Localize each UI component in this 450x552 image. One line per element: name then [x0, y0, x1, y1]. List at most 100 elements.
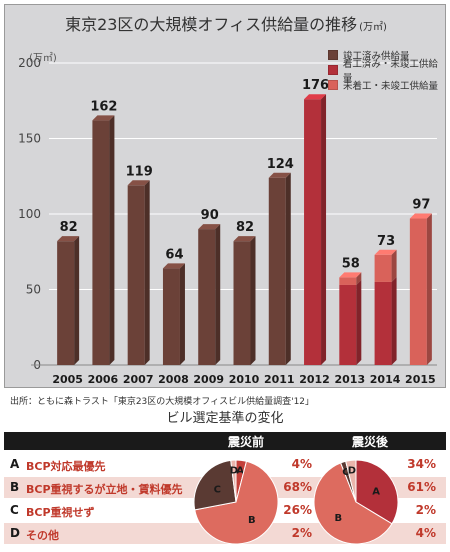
- row-label: BCP重視するが立地・賃料優先: [26, 483, 183, 496]
- x-tick-label: 2011: [264, 373, 295, 386]
- bar-side: [74, 236, 80, 365]
- bar-value-label: 124: [267, 157, 294, 172]
- bar-top: [339, 272, 362, 278]
- row-before-value: 26%: [283, 503, 312, 517]
- bar-side: [144, 180, 150, 365]
- bar-value-label: 90: [201, 208, 219, 223]
- table-header: 震災前 震災後: [4, 432, 446, 450]
- row-before-value: 68%: [283, 480, 312, 494]
- y-tick-label: 200: [18, 56, 41, 70]
- pie-before-slice-D: [230, 459, 237, 503]
- bar-side: [285, 172, 291, 365]
- row-after-value: 34%: [407, 457, 436, 471]
- table-row: A BCP対応最優先 4% 34%: [4, 454, 446, 475]
- header-before: 震災前: [228, 435, 265, 449]
- chart-title: 東京23区の大規模オフィス供給量の推移 (万㎡): [5, 11, 447, 35]
- pie-after-slice-label: A: [372, 487, 380, 498]
- x-tick-label: 2007: [123, 373, 154, 386]
- legend-label-under-construction: 着工済み・未竣工供給量: [342, 58, 438, 84]
- legend-swatch-not-started: [328, 79, 338, 90]
- bar-value-label: 64: [165, 247, 183, 262]
- pie-after-slice-label: C: [342, 467, 349, 478]
- source-note: 出所：ともに森トラスト「東京23区の大規模オフィスビル供給量調査'12」: [10, 397, 315, 407]
- bar-value-label: 176: [302, 78, 329, 93]
- pie-before-slice-label: D: [230, 465, 238, 476]
- bar-top: [304, 94, 327, 100]
- bar-chart: 0501001502008220051622006119200764200890…: [18, 56, 437, 386]
- x-tick-label: 2009: [193, 373, 224, 386]
- pie-before-slice-B: [194, 460, 279, 545]
- y-tick-label: 100: [18, 207, 41, 221]
- selection-criteria-table: ビル選定基準の変化 震災前 震災後 A BCP対応最優先 4% 34% B BC…: [4, 410, 446, 548]
- bar-2013: [339, 277, 357, 285]
- legend-label-completed: 竣工済み供給量: [343, 50, 410, 62]
- legend-item-under-construction: 着工済み・未竣工供給量: [328, 59, 445, 84]
- legend-label-not-started: 未着工・未竣工供給量: [343, 80, 439, 92]
- y-tick-label: 50: [26, 283, 41, 297]
- row-letter: C: [10, 503, 19, 517]
- bar-top: [162, 263, 185, 269]
- bar-value-label: 97: [412, 198, 430, 213]
- legend-item-completed: 竣工済み供給量: [328, 47, 445, 62]
- bar-side: [215, 224, 221, 365]
- header-after: 震災後: [352, 435, 389, 449]
- x-tick-label: 2005: [52, 373, 83, 386]
- bar-2014: [374, 281, 392, 365]
- table-row: C BCP重視せず 26% 2%: [4, 500, 446, 521]
- legend-swatch-under-construction: [328, 64, 338, 75]
- legend-item-not-started: 未着工・未竣工供給量: [328, 77, 445, 92]
- bar-top: [57, 236, 80, 242]
- bar-side: [109, 115, 115, 365]
- x-tick-label: 2014: [370, 373, 401, 386]
- chart-title-unit: (万㎡): [359, 22, 387, 33]
- bar-2005: [57, 241, 75, 365]
- x-tick-label: 2010: [229, 373, 260, 386]
- row-letter: A: [10, 457, 20, 471]
- bar-side: [426, 213, 432, 365]
- bar-2007: [127, 185, 145, 365]
- bar-side: [356, 272, 362, 285]
- bar-2012: [304, 99, 322, 366]
- bar-2008: [162, 268, 180, 365]
- bar-top: [127, 180, 150, 186]
- row-after-value: 4%: [415, 526, 436, 540]
- x-tick-label: 2008: [158, 373, 189, 386]
- bar-2015: [409, 218, 427, 365]
- row-label: BCP対応最優先: [26, 460, 106, 473]
- bar-side: [391, 276, 397, 365]
- bar-top: [92, 115, 115, 121]
- pie-after-slice-B: [313, 462, 393, 545]
- y-tick-label: 150: [18, 132, 41, 146]
- table-title: ビル選定基準の変化: [166, 411, 284, 426]
- pie-before-slice-label: A: [236, 465, 244, 476]
- bar-side: [321, 94, 327, 366]
- x-tick-label: 2015: [405, 373, 436, 386]
- bar-2009: [198, 229, 216, 365]
- bar-side: [250, 236, 256, 365]
- bar-top: [233, 236, 256, 242]
- bar-top: [198, 224, 221, 230]
- chart-title-text: 東京23区の大規模オフィス供給量の推移: [65, 15, 358, 34]
- legend: 竣工済み供給量 着工済み・未竣工供給量 未着工・未竣工供給量: [328, 47, 445, 92]
- bar-top: [374, 249, 397, 255]
- bar-value-label: 58: [342, 256, 360, 271]
- x-tick-label: 2012: [299, 373, 330, 386]
- bar-value-label: 82: [236, 220, 254, 235]
- x-tick-label: 2013: [335, 373, 366, 386]
- row-letter: D: [10, 526, 20, 540]
- pie-before-slice-label: B: [248, 515, 256, 526]
- y-axis-unit: (万㎡): [29, 53, 57, 64]
- chart-panel: 0 50 100 150 200 82 2005 162 2006 119 2007 64 2008 90…: [4, 4, 446, 388]
- row-after-value: 2%: [415, 503, 436, 517]
- row-before-value: 4%: [291, 457, 312, 471]
- pie-after-slice-D: [345, 459, 357, 503]
- row-label: BCP重視せず: [26, 506, 95, 519]
- bar-2013: [339, 284, 357, 365]
- bar-2011: [268, 177, 286, 365]
- bar-2014: [374, 254, 392, 282]
- bar-value-label: 73: [377, 234, 395, 249]
- pie-before-slice-C: [193, 459, 237, 511]
- bar-top: [409, 213, 432, 219]
- row-letter: B: [10, 480, 20, 494]
